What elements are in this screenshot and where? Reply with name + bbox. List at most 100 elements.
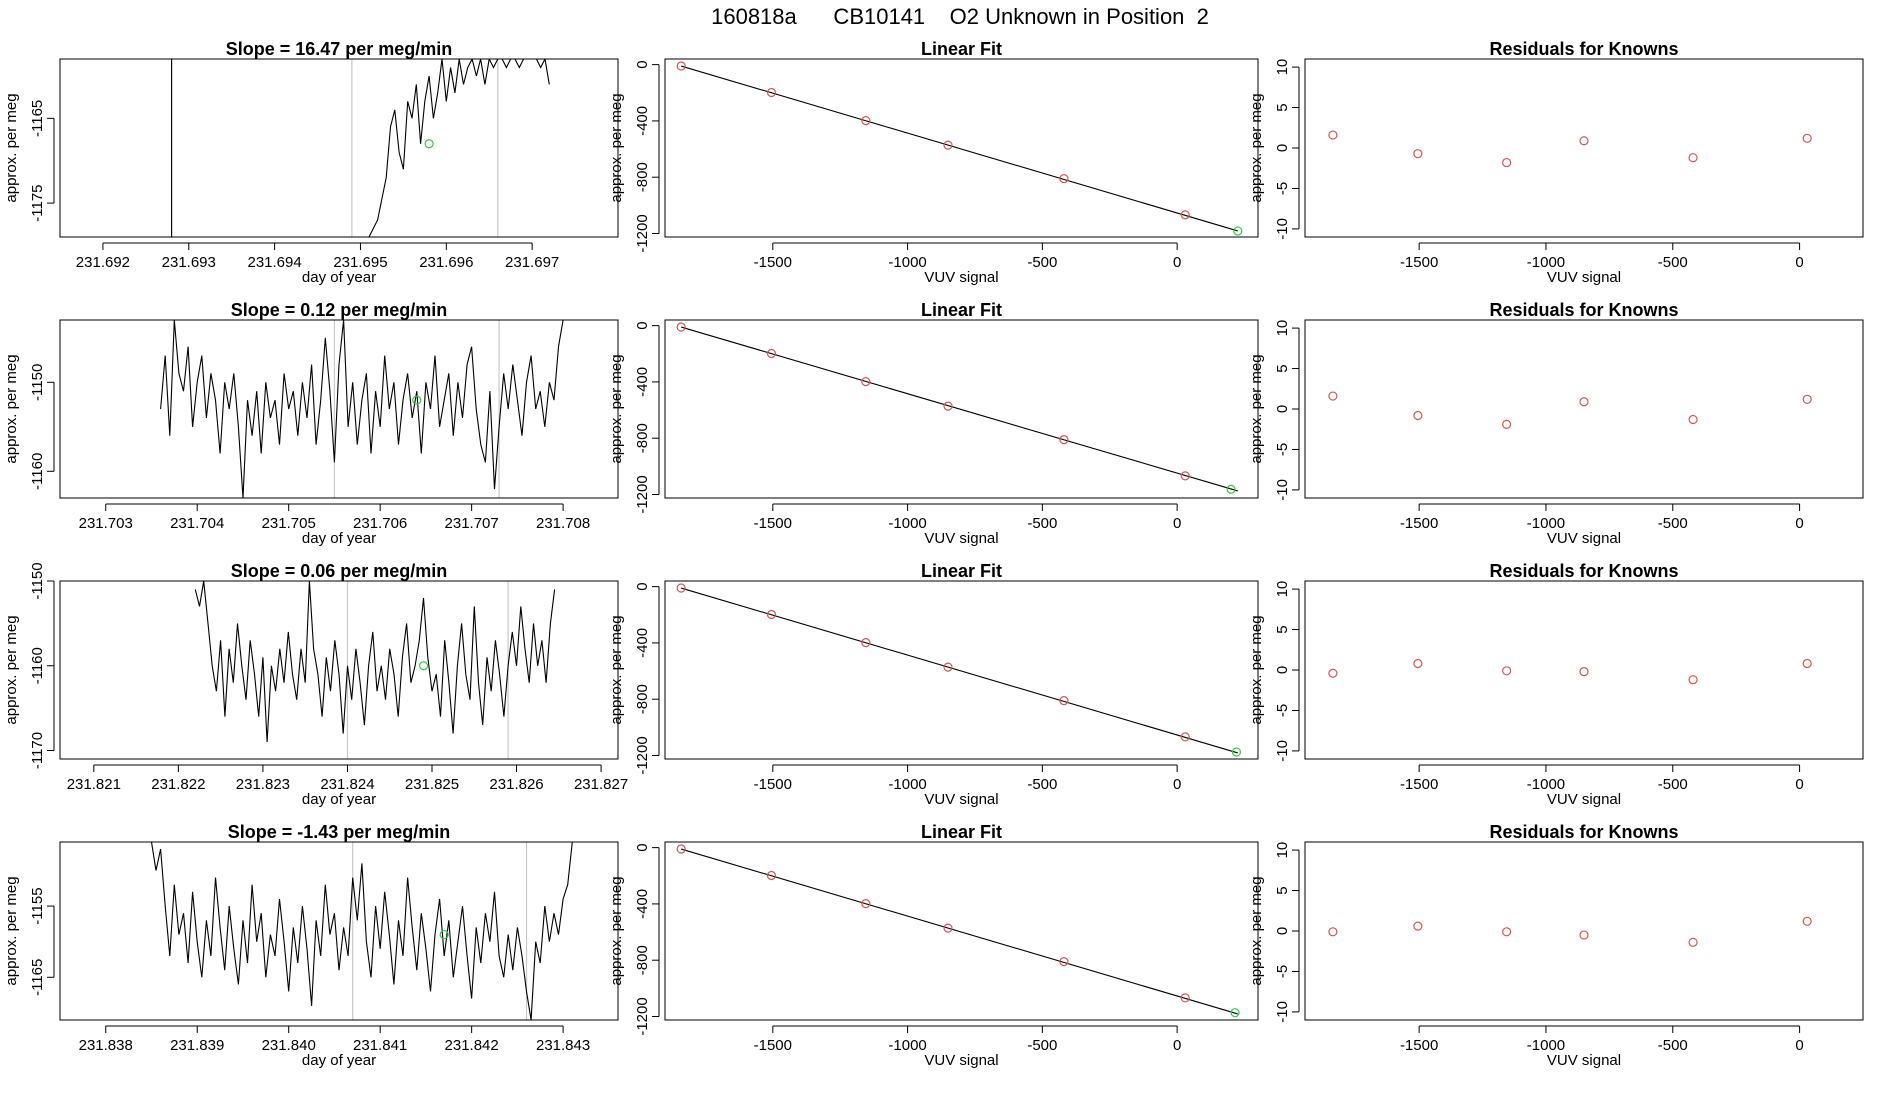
x-axis-label: VUV signal — [1547, 269, 1621, 286]
page-title: 160818a CB10141 O2 Unknown in Position 2 — [711, 4, 1209, 29]
x-axis-label: day of year — [302, 1052, 376, 1069]
plot-frame — [59, 580, 619, 760]
unknown-point — [1233, 226, 1243, 236]
known-point — [1502, 927, 1512, 937]
panel-title: Linear Fit — [921, 39, 1002, 59]
plot-frame — [664, 841, 1259, 1021]
known-point — [766, 87, 777, 98]
y-axis-label: approx. per meg — [608, 615, 625, 724]
series-line-trace2 — [368, 59, 550, 237]
x-tick-label: 231.708 — [536, 515, 590, 532]
known-point — [1688, 675, 1698, 685]
x-tick-label: 231.697 — [505, 254, 559, 271]
y-tick-label: 10 — [1274, 581, 1291, 598]
known-point — [1579, 397, 1589, 407]
chart-panel-1: 231.692 231.693 231.694 231.695 231.696 231.6… — [3, 39, 619, 286]
known-point — [1059, 957, 1069, 967]
x-tick-label: 231.838 — [79, 1037, 133, 1054]
y-tick-label: -5 — [1274, 182, 1291, 195]
x-axis-label: day of year — [302, 791, 376, 808]
known-point — [1180, 210, 1190, 220]
plot-frame — [59, 841, 619, 1021]
known-point — [1413, 410, 1423, 421]
panel-title: Linear Fit — [921, 561, 1002, 581]
x-tick-label: -1500 — [754, 1037, 792, 1054]
panel-title: Linear Fit — [921, 300, 1002, 320]
y-axis-label: approx. per meg — [3, 354, 20, 463]
x-axis-label: VUV signal — [924, 269, 998, 286]
known-point — [676, 583, 686, 593]
x-tick-label: 231.822 — [151, 776, 205, 793]
x-tick-label: 231.841 — [353, 1037, 407, 1054]
x-tick-label: 231.843 — [536, 1037, 590, 1054]
y-tick-label: -800 — [634, 684, 651, 714]
known-point — [943, 140, 953, 150]
known-point — [1502, 666, 1512, 676]
known-point — [943, 662, 953, 672]
x-axis-label: VUV signal — [924, 791, 998, 808]
unknown-point — [424, 139, 434, 149]
y-tick-label: 10 — [1274, 842, 1291, 859]
x-tick-label: 231.695 — [333, 254, 387, 271]
y-tick-label: -1155 — [29, 887, 46, 924]
plot-area — [1328, 130, 1812, 168]
panel-title: Slope = 0.12 per meg/min — [231, 300, 448, 320]
known-point — [1059, 435, 1069, 445]
x-tick-label: 231.704 — [170, 515, 224, 532]
y-tick-label: -400 — [634, 889, 651, 919]
y-tick-label: -1160 — [29, 647, 46, 684]
fit-line — [681, 65, 1238, 232]
y-tick-label: 0 — [634, 60, 651, 68]
x-tick-label: 231.840 — [262, 1037, 316, 1054]
x-tick-label: -1500 — [1400, 1037, 1438, 1054]
y-axis-label: approx. per meg — [1248, 876, 1265, 985]
y-tick-label: -10 — [1274, 218, 1291, 240]
y-tick-label: 0 — [1274, 405, 1291, 413]
x-tick-label: 231.826 — [489, 776, 543, 793]
plot-frame — [1304, 319, 1864, 499]
plot-area — [1328, 391, 1812, 429]
known-point — [1328, 130, 1338, 140]
chart-panel-11: -1500 -1000 -500 0 VUV signal -10 -5 0 5 10 approx… — [1248, 561, 1864, 808]
known-point — [1180, 732, 1190, 742]
y-tick-label: -1175 — [29, 184, 46, 221]
x-tick-label: -1000 — [1527, 776, 1565, 793]
plot-area — [194, 581, 556, 759]
chart-panel-7: -1500 -1000 -500 0 VUV signal -1200 -800 -400 0 a… — [608, 561, 1259, 808]
x-tick-label: 231.839 — [170, 1037, 224, 1054]
y-tick-label: 0 — [1274, 144, 1291, 152]
x-tick-label: 0 — [1795, 1037, 1803, 1054]
y-tick-label: -800 — [634, 423, 651, 453]
y-tick-label: -1170 — [29, 732, 46, 769]
y-tick-label: 5 — [1274, 364, 1291, 372]
y-axis-label: approx. per meg — [1248, 93, 1265, 202]
chart-panel-9: -1500 -1000 -500 0 VUV signal -10 -5 0 5 10 approx… — [1248, 39, 1864, 286]
y-tick-label: -1200 — [634, 214, 651, 252]
y-tick-label: -5 — [1274, 443, 1291, 456]
panel-title: Residuals for Knowns — [1489, 822, 1678, 842]
y-tick-label: 0 — [634, 843, 651, 851]
x-tick-label: -1000 — [888, 515, 926, 532]
y-tick-label: -1165 — [29, 959, 46, 996]
series-line-trace — [160, 320, 564, 498]
unknown-point — [1230, 1008, 1240, 1018]
known-point — [1802, 394, 1812, 404]
x-axis-label: VUV signal — [924, 530, 998, 547]
panel-title: Slope = 16.47 per meg/min — [226, 39, 453, 59]
x-tick-label: 0 — [1173, 1037, 1181, 1054]
chart-panel-6: -1500 -1000 -500 0 VUV signal -1200 -800 -400 0 a… — [608, 300, 1259, 547]
x-tick-label: 0 — [1173, 254, 1181, 271]
x-tick-label: -1000 — [888, 254, 926, 271]
unknown-point — [418, 661, 429, 671]
known-point — [676, 61, 686, 71]
x-tick-label: 231.827 — [574, 776, 628, 793]
known-point — [1328, 391, 1338, 401]
x-tick-label: -500 — [1027, 776, 1057, 793]
x-tick-label: -500 — [1658, 776, 1688, 793]
x-tick-label: 231.823 — [236, 776, 290, 793]
unknown-point — [1226, 484, 1236, 494]
y-tick-label: 5 — [1274, 625, 1291, 633]
known-point — [1688, 153, 1698, 163]
x-tick-label: 231.696 — [419, 254, 473, 271]
